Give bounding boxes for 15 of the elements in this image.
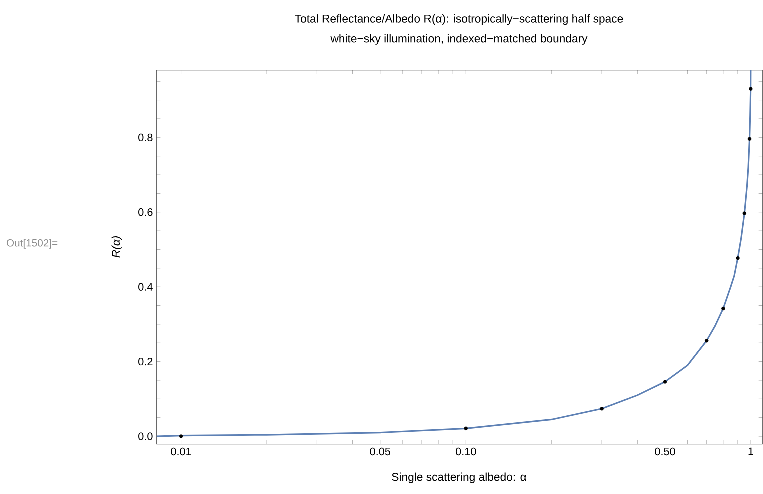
y-tick-label: 0.0 [138, 432, 153, 440]
y-axis-title: R(α) [112, 236, 122, 258]
y-tick-label: 0.6 [138, 208, 153, 216]
x-axis-title: Single scattering albedo: α [392, 472, 527, 484]
x-tick-label: 0.01 [171, 448, 192, 456]
text: Out[1502]= [6, 239, 58, 249]
y-tick-label: 0.2 [138, 358, 153, 366]
chart-title: Total Reflectance/Albedo R(α): isotropically−scattering half space [295, 14, 624, 26]
y-tick-label: 0.4 [138, 283, 153, 291]
x-tick-label: 1 [748, 448, 754, 456]
x-tick-label: 0.10 [456, 448, 476, 456]
x-tick-label: 0.50 [655, 448, 676, 456]
x-tick-label: 0.05 [370, 448, 390, 456]
y-tick-label: 0.8 [138, 134, 153, 142]
chart-subtitle: white−sky illumination, indexed−matched boundary [330, 34, 588, 45]
